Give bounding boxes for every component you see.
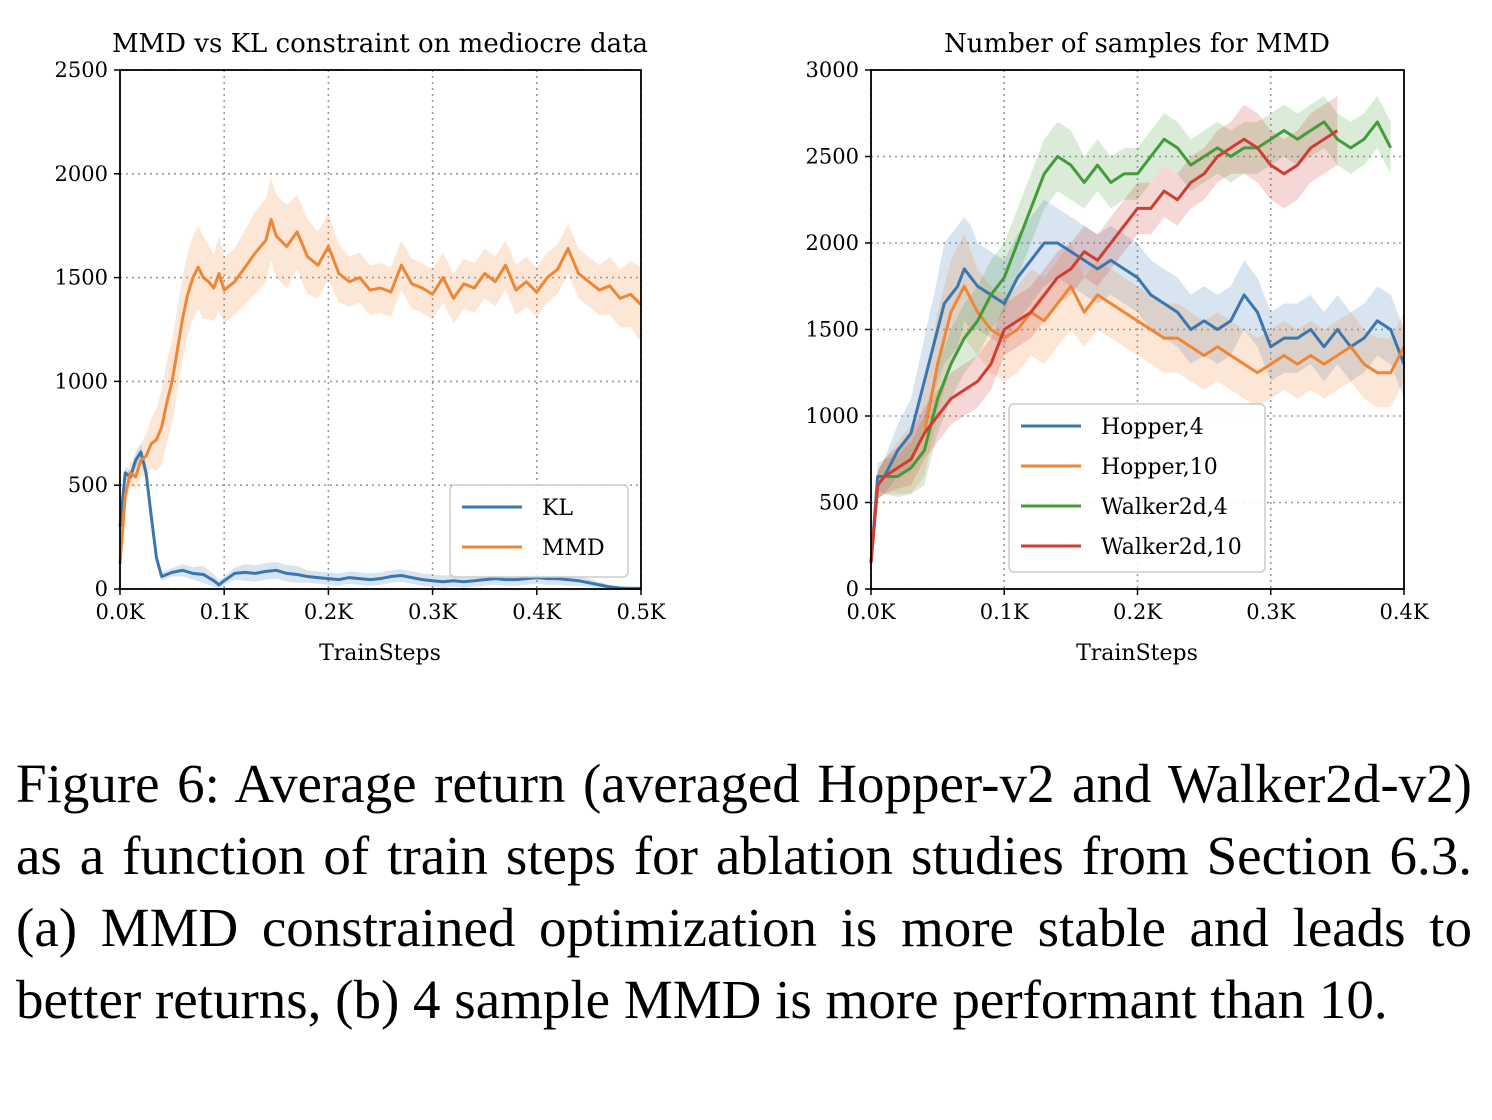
legend-label: Hopper,10 — [1101, 455, 1218, 480]
plot-frame — [119, 69, 642, 590]
x-axis-label: TrainSteps — [319, 641, 441, 666]
legend-box — [449, 484, 629, 578]
series-line — [118, 217, 643, 565]
y-tick-label: 2000 — [55, 162, 108, 186]
series-line — [869, 129, 1339, 564]
figure-caption: Figure 6: Average return (averaged Hoppe… — [16, 753, 1472, 1030]
y-tick-label: 2500 — [55, 58, 108, 82]
figure-charts: MMD vs KL constraint on mediocre data Tr… — [55, 29, 1429, 666]
y-tick-label: 2000 — [806, 231, 859, 255]
y-tick-label: 0 — [95, 577, 108, 601]
chart-right: Number of samples for MMD TrainSteps 0.0… — [806, 29, 1429, 666]
legend-label: Hopper,4 — [1101, 415, 1204, 440]
confidence-band — [871, 234, 1404, 570]
series-line — [869, 120, 1393, 564]
x-tick-label: 0.1K — [980, 600, 1029, 624]
legend-box — [1008, 403, 1266, 573]
y-tick-label: 2500 — [806, 145, 859, 169]
y-tick-label: 1000 — [55, 369, 108, 393]
series-line — [869, 241, 1406, 564]
x-tick-label: 0.1K — [200, 600, 249, 624]
x-tick-label: 0.4K — [512, 600, 561, 624]
x-tick-label: 0.5K — [616, 600, 665, 624]
chart-left: MMD vs KL constraint on mediocre data Tr… — [55, 29, 666, 666]
series-line — [869, 284, 1406, 564]
y-tick-label: 500 — [68, 473, 108, 497]
y-tick-label: 1000 — [806, 404, 859, 428]
confidence-band — [871, 95, 1338, 570]
x-tick-label: 0.0K — [95, 600, 144, 624]
confidence-band — [871, 95, 1391, 570]
y-tick-label: 500 — [819, 491, 859, 515]
x-axis-label: TrainSteps — [1076, 641, 1198, 666]
chart-title: Number of samples for MMD — [944, 29, 1330, 59]
y-tick-label: 0 — [846, 577, 859, 601]
y-tick-label: 1500 — [806, 318, 859, 342]
x-tick-label: 0.0K — [846, 600, 895, 624]
legend-label: MMD — [542, 536, 605, 561]
confidence-band — [120, 443, 641, 589]
confidence-band — [871, 199, 1404, 570]
x-tick-label: 0.2K — [1113, 600, 1162, 624]
legend-label: KL — [542, 496, 573, 521]
x-tick-label: 0.4K — [1379, 600, 1428, 624]
y-tick-label: 1500 — [55, 266, 108, 290]
y-tick-label: 3000 — [806, 58, 859, 82]
x-tick-label: 0.2K — [304, 600, 353, 624]
legend-label: Walker2d,10 — [1101, 535, 1242, 560]
series-line — [118, 450, 641, 590]
chart-title: MMD vs KL constraint on mediocre data — [112, 29, 648, 59]
x-tick-label: 0.3K — [408, 600, 457, 624]
legend-label: Walker2d,4 — [1101, 495, 1228, 520]
x-tick-label: 0.3K — [1246, 600, 1295, 624]
